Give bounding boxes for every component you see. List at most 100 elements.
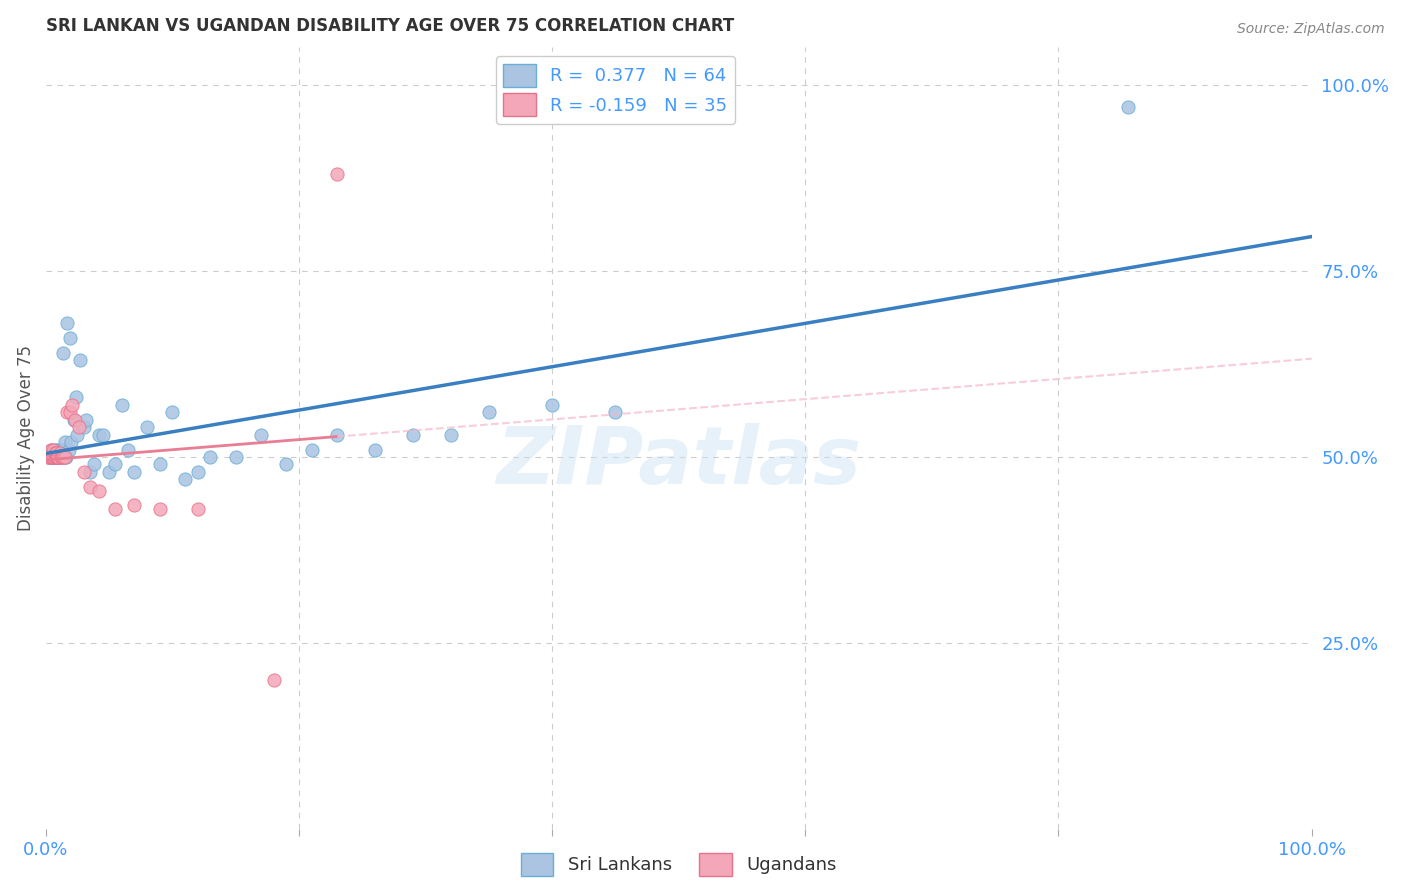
- Point: [48, 450, 70, 464]
- Point: [41, 450, 63, 464]
- Point: [65, 391, 87, 405]
- Point: [91, 427, 114, 442]
- Point: [301, 442, 323, 457]
- Point: [48, 446, 70, 460]
- Point: [46, 450, 69, 464]
- Point: [187, 465, 209, 479]
- Point: [149, 458, 172, 472]
- Legend: Sri Lankans, Ugandans: Sri Lankans, Ugandans: [513, 846, 844, 883]
- Point: [42, 450, 65, 464]
- Point: [67, 420, 90, 434]
- Point: [44, 450, 66, 464]
- Point: [402, 427, 425, 442]
- Point: [326, 167, 349, 181]
- Point: [37, 450, 59, 464]
- Point: [39, 442, 62, 457]
- Point: [56, 405, 79, 419]
- Point: [326, 427, 349, 442]
- Point: [53, 450, 76, 464]
- Point: [440, 427, 463, 442]
- Point: [63, 413, 86, 427]
- Point: [276, 458, 298, 472]
- Point: [41, 450, 63, 464]
- Point: [83, 458, 105, 472]
- Point: [60, 398, 83, 412]
- Point: [250, 427, 273, 442]
- Point: [541, 398, 564, 412]
- Point: [60, 435, 83, 450]
- Point: [104, 502, 127, 516]
- Point: [49, 450, 72, 464]
- Point: [46, 442, 69, 457]
- Point: [75, 413, 97, 427]
- Point: [56, 316, 79, 330]
- Point: [73, 420, 96, 434]
- Point: [37, 450, 59, 464]
- Point: [52, 450, 75, 464]
- Point: [136, 420, 159, 434]
- Point: [53, 435, 76, 450]
- Point: [69, 353, 91, 368]
- Point: [52, 442, 75, 457]
- Point: [44, 446, 66, 460]
- Point: [51, 446, 73, 460]
- Point: [87, 427, 110, 442]
- Point: [87, 483, 110, 498]
- Point: [59, 405, 82, 419]
- Point: [162, 405, 184, 419]
- Point: [42, 446, 65, 460]
- Point: [200, 450, 222, 464]
- Point: [66, 427, 89, 442]
- Point: [41, 446, 63, 460]
- Point: [1116, 100, 1139, 114]
- Point: [44, 442, 66, 457]
- Point: [38, 450, 60, 464]
- Point: [41, 446, 63, 460]
- Point: [41, 450, 63, 464]
- Text: SRI LANKAN VS UGANDAN DISABILITY AGE OVER 75 CORRELATION CHART: SRI LANKAN VS UGANDAN DISABILITY AGE OVE…: [46, 17, 734, 35]
- Point: [45, 450, 67, 464]
- Point: [79, 465, 101, 479]
- Point: [45, 450, 67, 464]
- Text: Source: ZipAtlas.com: Source: ZipAtlas.com: [1237, 22, 1385, 37]
- Point: [364, 442, 387, 457]
- Point: [174, 472, 197, 486]
- Point: [48, 450, 70, 464]
- Point: [263, 673, 285, 688]
- Point: [53, 450, 76, 464]
- Point: [48, 442, 70, 457]
- Y-axis label: Disability Age Over 75: Disability Age Over 75: [17, 345, 35, 532]
- Point: [73, 465, 96, 479]
- Point: [48, 450, 70, 464]
- Point: [49, 442, 72, 457]
- Point: [225, 450, 247, 464]
- Point: [79, 480, 101, 494]
- Point: [45, 446, 67, 460]
- Point: [49, 450, 72, 464]
- Point: [42, 450, 65, 464]
- Point: [98, 465, 121, 479]
- Point: [478, 405, 501, 419]
- Point: [111, 398, 134, 412]
- Point: [48, 446, 70, 460]
- Point: [55, 450, 77, 464]
- Point: [117, 442, 139, 457]
- Point: [48, 450, 70, 464]
- Text: ZIPatlas: ZIPatlas: [496, 423, 862, 500]
- Point: [46, 450, 69, 464]
- Point: [41, 450, 63, 464]
- Point: [42, 442, 65, 457]
- Point: [605, 405, 627, 419]
- Point: [58, 442, 80, 457]
- Point: [62, 413, 84, 427]
- Point: [51, 450, 73, 464]
- Point: [104, 458, 127, 472]
- Point: [124, 465, 146, 479]
- Point: [187, 502, 209, 516]
- Point: [59, 331, 82, 345]
- Point: [124, 499, 146, 513]
- Point: [149, 502, 172, 516]
- Point: [52, 345, 75, 359]
- Point: [44, 450, 66, 464]
- Point: [38, 450, 60, 464]
